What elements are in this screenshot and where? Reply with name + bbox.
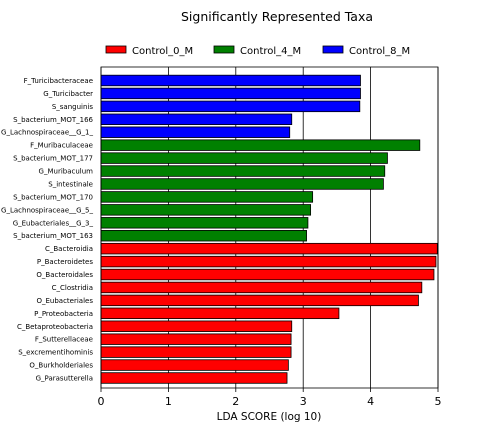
- category-label: G_Lachnospiraceae__G_5_: [1, 206, 93, 214]
- bar: [100, 346, 292, 358]
- bar: [100, 100, 361, 113]
- category-label: S_bacterium_MOT_163: [13, 232, 93, 240]
- category-label: S_bacterium_MOT_166: [13, 116, 93, 124]
- bar: [100, 359, 289, 371]
- category-label: G_Turicibacter: [43, 90, 93, 98]
- x-tick-label: 1: [165, 395, 172, 408]
- bar: [100, 191, 314, 203]
- bar: [100, 152, 388, 164]
- legend-label: Control_4_M: [240, 46, 301, 57]
- category-label: O_Bacteroidales: [36, 271, 93, 279]
- bar: [100, 178, 384, 190]
- bar: [100, 281, 423, 294]
- bar: [100, 217, 309, 229]
- bar: [100, 126, 291, 138]
- category-label: C_Bacteroidia: [45, 245, 93, 253]
- bar: [100, 230, 307, 242]
- legend-swatch: [322, 45, 344, 54]
- category-label: F_Sutterellaceae: [35, 336, 93, 344]
- chart-title: Significantly Represented Taxa: [181, 9, 373, 24]
- bar: [100, 242, 438, 255]
- x-tick-label: 2: [232, 395, 239, 408]
- category-label: S_bacterium_MOT_170: [13, 193, 93, 201]
- x-axis-ticks: 0 1 2 3 4 5: [98, 388, 442, 408]
- bar: [100, 204, 312, 216]
- legend-label: Control_0_M: [132, 46, 193, 57]
- bar: [100, 74, 361, 87]
- bar: [100, 113, 293, 126]
- category-label: S_bacterium_MOT_177: [13, 155, 93, 163]
- chart-legend: Control_0_M Control_4_M Control_8_M: [105, 45, 410, 57]
- category-label: G_Eubacteriales__G_3_: [13, 219, 94, 227]
- bar: [100, 165, 386, 177]
- bar: [100, 294, 419, 307]
- x-tick-label: 0: [98, 395, 105, 408]
- category-label: F_Muribaculaceae: [30, 142, 93, 150]
- bar: [100, 307, 340, 320]
- category-label: P_Bacteroidetes: [37, 258, 93, 266]
- bar: [100, 320, 293, 332]
- category-label: C_Clostridia: [52, 284, 93, 292]
- category-label: S_intestinale: [48, 180, 93, 188]
- legend-swatch: [213, 45, 235, 54]
- category-label: G_Lachnospiraceae__G_1_: [1, 129, 93, 137]
- bar: [100, 372, 288, 384]
- category-label: F_Turicibacteraceae: [24, 77, 93, 85]
- legend-swatch: [105, 45, 127, 54]
- category-label: P_Proteobacteria: [34, 310, 93, 318]
- x-tick-label: 3: [300, 395, 307, 408]
- bar: [100, 139, 421, 151]
- plot-area-frame: [100, 66, 439, 389]
- category-label: O_Burkholderiales: [29, 362, 93, 370]
- bar: [100, 87, 361, 100]
- x-tick-label: 4: [367, 395, 374, 408]
- category-label: S_sanguinis: [52, 103, 94, 111]
- category-label: S_excrementihominis: [18, 349, 93, 357]
- category-label: G_Muribaculum: [39, 168, 94, 176]
- category-label: C_Betaproteobacteria: [17, 323, 93, 331]
- category-labels: F_Turicibacteraceae G_Turicibacter S_sangu…: [1, 77, 93, 383]
- category-label: O_Eubacteriales: [36, 297, 93, 305]
- x-tick-label: 5: [435, 395, 442, 408]
- bar: [100, 268, 435, 281]
- category-label: G_Parasutterella: [36, 375, 93, 383]
- legend-label: Control_8_M: [349, 46, 410, 57]
- bar: [100, 255, 437, 268]
- bar: [100, 333, 292, 345]
- x-axis-title: LDA SCORE (log 10): [217, 411, 322, 423]
- bars-group: [100, 74, 438, 384]
